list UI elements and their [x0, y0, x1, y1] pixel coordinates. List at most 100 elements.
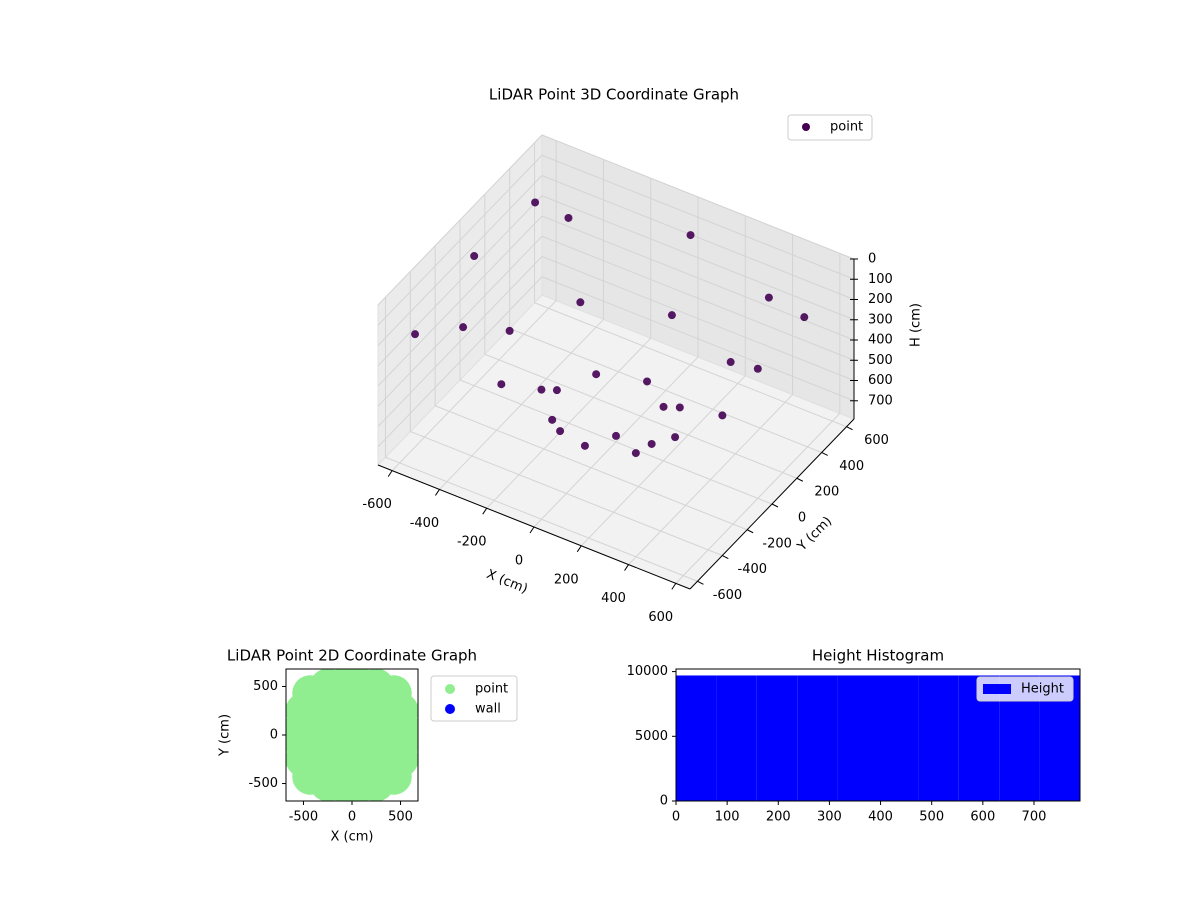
grid-line: [377, 175, 543, 346]
tick-mark: [746, 529, 754, 534]
grid-line: [541, 256, 855, 381]
x-tick-label: -200: [457, 535, 487, 550]
bar: [797, 675, 838, 801]
z-tick-label: 0: [868, 252, 876, 267]
legend-box: [430, 675, 518, 722]
y-tick-label: 10000: [627, 664, 668, 679]
grid-line: [377, 154, 543, 326]
point: [659, 402, 668, 411]
y-tick-label: 200: [814, 485, 839, 500]
z-tick-label: 700: [868, 393, 893, 408]
grid-line: [385, 456, 698, 582]
legend-label: wall: [475, 702, 501, 717]
z-tick-label: 600: [868, 373, 893, 388]
x-tick-label: 400: [601, 591, 626, 606]
point: [334, 669, 370, 695]
legend-marker: [445, 684, 455, 694]
point: [537, 385, 546, 394]
x-tick-label: 200: [554, 572, 579, 587]
x-tick-label: -400: [410, 516, 440, 531]
x-tick-label: -500: [289, 810, 319, 825]
y-tick-label: -500: [248, 776, 278, 791]
point: [470, 252, 479, 261]
point: [334, 775, 370, 801]
y-tick-label: 600: [864, 433, 889, 448]
point: [556, 427, 565, 436]
grid-line: [541, 175, 855, 300]
axes-frame: [675, 668, 1081, 802]
point: [531, 198, 540, 207]
point: [505, 326, 514, 335]
tick-mark: [821, 452, 828, 456]
chart-title: Height Histogram: [812, 647, 944, 665]
tick-mark: [435, 489, 440, 496]
x-tick-label: 700: [1022, 810, 1047, 825]
grid-line: [541, 235, 855, 361]
x-tick-label: 0: [348, 810, 356, 825]
y-tick-label: 0: [660, 794, 668, 809]
tick-mark: [796, 477, 804, 482]
grid-line: [541, 154, 855, 280]
y-tick-label: 0: [270, 728, 278, 743]
legend-box: [787, 114, 873, 141]
point: [411, 330, 420, 339]
bar: [918, 675, 959, 801]
legend-swatch: [983, 684, 1011, 694]
point: [459, 323, 468, 332]
grid-line: [410, 431, 723, 556]
chart-title: LiDAR Point 3D Coordinate Graph: [489, 86, 739, 104]
z-tick-label: 200: [868, 292, 893, 307]
x-tick-label: 400: [868, 810, 893, 825]
x-axis: [377, 464, 691, 590]
x-tick-label: 500: [388, 810, 413, 825]
grid-line: [434, 405, 748, 531]
tick-mark: [529, 526, 535, 534]
legend-label: Height: [1021, 682, 1064, 697]
x-tick-label: 200: [766, 810, 791, 825]
x-tick-label: 500: [919, 810, 944, 825]
point: [375, 758, 412, 795]
grid-line: [377, 134, 543, 306]
grid-line: [377, 195, 543, 367]
tick-mark: [722, 555, 729, 559]
x-tick-label: 0: [672, 810, 680, 825]
bar: [878, 675, 919, 801]
grid-line: [377, 256, 543, 427]
tick-mark: [482, 507, 488, 515]
y-tick-label: 0: [798, 511, 806, 526]
point: [392, 717, 418, 753]
z-tick-label: 300: [868, 312, 893, 327]
x-tick-label: 600: [970, 810, 995, 825]
point: [631, 449, 640, 458]
x-tick-label: 600: [648, 610, 673, 625]
point: [612, 431, 620, 440]
tick-mark: [846, 426, 853, 431]
x-tick-label: 300: [817, 810, 842, 825]
y-tick-label: -600: [713, 588, 743, 603]
grid-line: [377, 215, 543, 387]
grid-line: [377, 276, 543, 448]
point: [286, 717, 312, 753]
y-tick-label: 500: [253, 679, 278, 694]
z-tick-label: 400: [868, 333, 893, 348]
tick-mark: [671, 583, 677, 590]
x-axis-label: X (cm): [331, 830, 374, 845]
y-tick-label: -200: [762, 536, 792, 551]
legend-label: point: [830, 120, 863, 135]
point: [753, 364, 762, 373]
bar: [676, 675, 717, 801]
point: [726, 358, 735, 367]
y-tick-label: 5000: [635, 729, 668, 744]
point: [552, 386, 561, 395]
grid-line: [541, 134, 855, 260]
x-tick-label: 100: [715, 810, 740, 825]
grid-line: [541, 195, 855, 321]
point: [675, 403, 684, 412]
legend-marker: [802, 123, 810, 131]
legend-marker: [445, 704, 455, 714]
point: [580, 441, 589, 450]
y-tick-label: 400: [839, 459, 864, 474]
bar: [716, 675, 757, 801]
grid-line: [541, 276, 855, 402]
point: [647, 439, 656, 448]
